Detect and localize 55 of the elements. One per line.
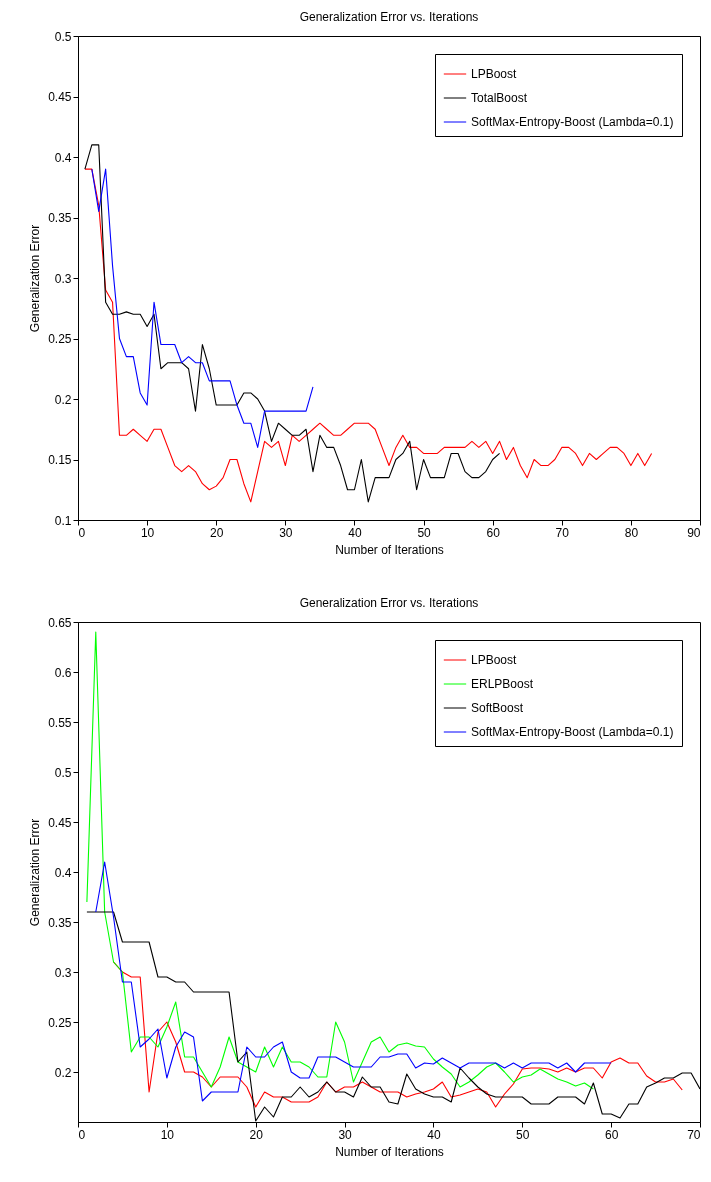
x-tick-label: 30 [338,1127,353,1142]
y-tick-label: 0.3 [54,965,72,980]
y-tick-label: 0.5 [54,29,72,44]
line-series [84,168,653,503]
legend-label: LPBoost [471,653,518,667]
y-axis-title: Generalization Error [28,818,43,927]
x-tick-label: 10 [140,525,155,540]
x-tick-label: 70 [687,1127,701,1142]
y-tick-label: 0.65 [48,615,72,630]
chart-title: Generalization Error vs. Iterations [299,10,479,24]
x-axis-title: Number of Iterations [335,1144,444,1159]
chart-title: Generalization Error vs. Iterations [299,596,479,610]
x-tick-label: 60 [604,1127,619,1142]
x-tick-label: 20 [249,1127,264,1142]
x-tick-label: 30 [279,525,293,540]
x-tick-label: 40 [348,525,362,540]
y-tick-label: 0.45 [48,90,72,104]
line-series [91,168,314,448]
y-tick-label: 0.4 [54,865,72,880]
legend-label: TotalBoost [471,91,528,105]
y-tick-label: 0.15 [48,453,72,467]
y-tick-label: 0.4 [54,150,72,165]
x-tick-label: 0 [78,525,86,540]
legend-label: SoftMax-Entropy-Boost (Lambda=0.1) [471,115,674,129]
y-tick-label: 0.35 [48,211,72,225]
x-tick-label: 70 [555,525,570,540]
legend-label: ERLPBoost [471,677,534,691]
y-tick-label: 0.6 [54,665,72,680]
line-series [86,631,594,1090]
x-tick-label: 60 [486,525,501,540]
x-axis-title: Number of Iterations [335,542,444,557]
y-tick-label: 0.25 [48,1015,72,1030]
y-tick-label: 0.25 [48,332,72,346]
x-tick-label: 90 [687,525,701,540]
y-axis-title: Generalization Error [28,224,43,333]
x-tick-label: 50 [516,1127,530,1142]
x-tick-label: 50 [417,525,432,540]
legend-label: LPBoost [471,67,518,81]
line-series [95,861,612,1102]
y-tick-label: 0.45 [48,815,72,830]
y-tick-label: 0.2 [54,392,72,407]
x-tick-label: 0 [78,1127,86,1142]
legend-label: SoftBoost [471,701,524,715]
x-tick-label: 10 [160,1127,175,1142]
y-tick-label: 0.2 [54,1065,72,1080]
x-tick-label: 20 [210,525,224,540]
y-tick-label: 0.1 [54,513,72,528]
y-tick-label: 0.5 [54,765,72,780]
y-tick-label: 0.3 [54,271,72,286]
y-tick-label: 0.55 [48,715,72,730]
line-series [84,144,501,503]
y-tick-label: 0.35 [48,915,72,930]
x-tick-label: 80 [624,525,639,540]
x-tick-label: 40 [427,1127,441,1142]
legend-label: SoftMax-Entropy-Boost (Lambda=0.1) [471,725,674,739]
